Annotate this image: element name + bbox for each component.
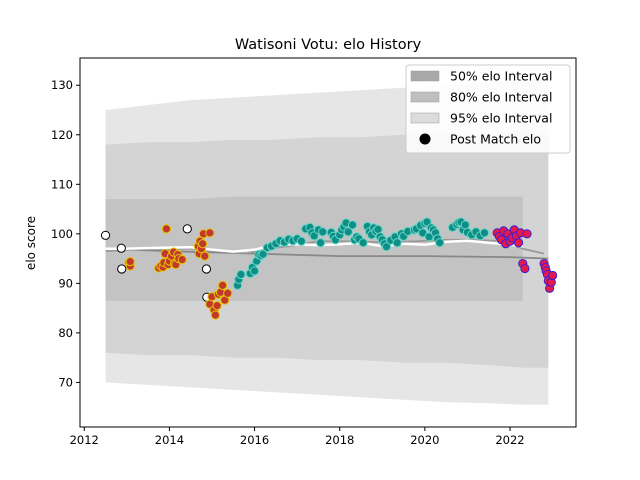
elo-point-2-2	[236, 269, 246, 280]
elo-point-3-13	[520, 263, 530, 274]
elo-point-2-51	[392, 238, 402, 248]
elo-point-3-22	[547, 270, 558, 281]
legend-swatch-2	[410, 112, 440, 124]
y-tick-label-1: 80	[58, 326, 73, 340]
elo-point-2-25	[318, 227, 328, 237]
plot-frame	[79, 57, 577, 428]
elo-point-1-29	[210, 310, 220, 320]
y-tick-label-0: 70	[58, 375, 73, 389]
elo-point-0-2	[117, 264, 127, 274]
elo-point-2-44	[373, 224, 383, 234]
plot-area	[100, 80, 558, 405]
elo-point-0-1	[116, 243, 126, 253]
x-tick-label-3: 2018	[325, 433, 354, 447]
elo-point-2-5	[249, 266, 260, 276]
elo-point-2-77	[479, 228, 490, 238]
legend-label-3: Post Match elo	[450, 132, 541, 147]
elo-point-1-30	[212, 301, 222, 311]
elo-point-3-10	[513, 238, 524, 248]
elo-point-1-2	[125, 256, 135, 267]
elo-point-1-17	[177, 254, 187, 265]
x-tick-label-1: 2014	[155, 433, 184, 447]
elo-point-0-4	[201, 264, 212, 274]
x-tick-label-2: 2016	[240, 433, 269, 447]
elo-point-0-3	[182, 224, 192, 234]
elo-point-2-72	[460, 220, 470, 230]
x-tick-label-4: 2020	[410, 433, 439, 447]
y-axis-label: elo score	[24, 216, 38, 270]
elo-point-2-48	[381, 242, 392, 252]
legend-swatch-3	[419, 133, 431, 145]
y-tick-label-6: 130	[51, 78, 73, 92]
elo-point-2-33	[343, 227, 353, 237]
legend-label-1: 80% elo Interval	[450, 90, 552, 105]
x-tick-label-5: 2022	[495, 433, 524, 447]
legend-label-2: 95% elo Interval	[450, 111, 552, 126]
elo-point-3-14	[522, 229, 532, 239]
chart-title: Watisoni Votu: elo History	[235, 37, 422, 53]
elo-point-1-8	[161, 224, 172, 234]
axes: 2012 2014 2016 2018 2020 2022 70 80 90 100 110 120 1…	[51, 57, 577, 447]
x-tick-label-0: 2012	[70, 433, 99, 447]
elo-point-2-66	[435, 238, 445, 248]
elo-point-0-0	[100, 230, 111, 240]
elo-point-2-34	[347, 220, 358, 230]
legend: 50% elo Interval 80% elo Interval 95% elo …	[405, 64, 571, 154]
y-tick-label-2: 90	[58, 276, 73, 290]
elo-point-2-9	[258, 249, 268, 259]
y-tick-label-3: 100	[51, 227, 73, 241]
elo-point-2-18	[296, 236, 306, 246]
elo-point-1-25	[205, 228, 215, 238]
legend-swatch-1	[410, 91, 440, 103]
elo-point-1-24	[200, 251, 210, 261]
y-tick-label-4: 110	[51, 177, 73, 191]
legend-box	[405, 64, 571, 154]
legend-swatch-0	[410, 70, 440, 82]
elo-point-1-33	[218, 280, 228, 290]
y-tick-label-5: 120	[51, 128, 73, 142]
elo-point-2-38	[358, 238, 368, 248]
elo-point-2-24	[315, 238, 326, 248]
legend-label-0: 50% elo Interval	[450, 69, 552, 84]
elo-point-1-35	[223, 288, 233, 298]
elo-point-1-22	[198, 239, 208, 249]
